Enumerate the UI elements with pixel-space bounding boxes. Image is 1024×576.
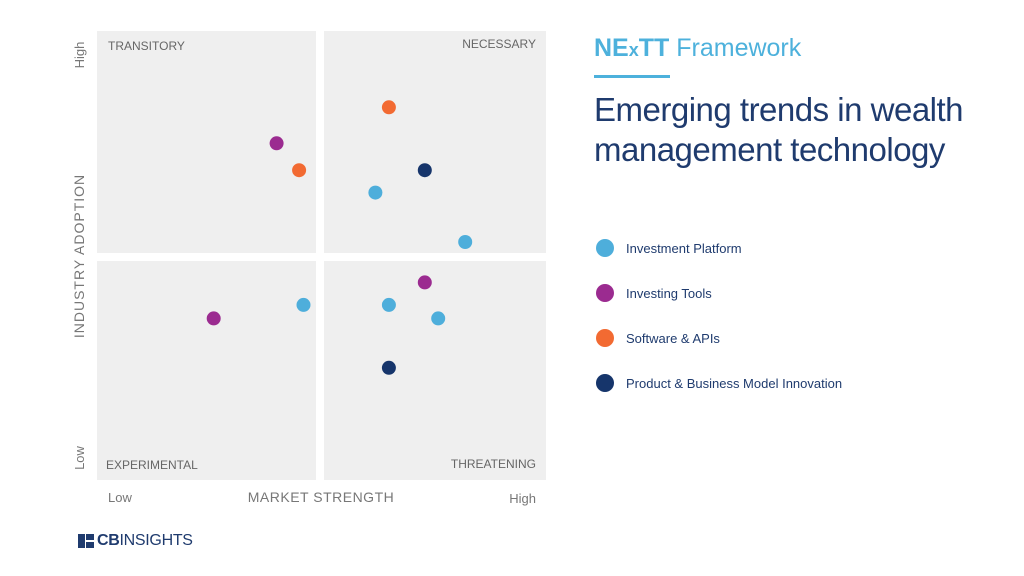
legend-item-software-apis: Software & APIs bbox=[596, 328, 842, 348]
data-point bbox=[206, 311, 221, 326]
legend-item-product-business-model: Product & Business Model Innovation bbox=[596, 373, 842, 393]
legend-label: Software & APIs bbox=[626, 330, 720, 346]
x-axis-low-label: Low bbox=[108, 490, 132, 505]
quadrant-bottom-left bbox=[97, 261, 316, 480]
data-point bbox=[368, 185, 383, 200]
legend-label: Investing Tools bbox=[626, 285, 712, 301]
nextt-chart: TRANSITORY NECESSARY EXPERIMENTAL THREAT… bbox=[71, 31, 546, 506]
data-point bbox=[292, 163, 307, 178]
data-points bbox=[206, 100, 473, 375]
cb-insights-logo: CBINSIGHTS bbox=[78, 532, 193, 550]
quadrant-bottom-right bbox=[324, 261, 546, 480]
data-point bbox=[381, 360, 396, 375]
y-axis-high-label: High bbox=[72, 42, 87, 69]
quadrant-top-right bbox=[324, 31, 546, 253]
data-point bbox=[458, 235, 473, 249]
legend-label: Investment Platform bbox=[626, 240, 742, 256]
y-axis-title: INDUSTRY ADOPTION bbox=[71, 174, 87, 338]
framework-panel: NExTT Framework Emerging trends in wealt… bbox=[594, 34, 994, 170]
y-axis-low-label: Low bbox=[72, 445, 87, 469]
data-point bbox=[269, 136, 284, 151]
logo-text: CBINSIGHTS bbox=[97, 532, 193, 549]
data-point bbox=[417, 275, 432, 290]
data-point bbox=[381, 100, 396, 115]
quadrant-label-necessary: NECESSARY bbox=[462, 37, 536, 51]
data-point bbox=[381, 297, 396, 312]
x-axis-high-label: High bbox=[509, 491, 536, 506]
headline: Emerging trends in wealth management tec… bbox=[594, 91, 964, 168]
legend-dot bbox=[596, 374, 614, 392]
data-point bbox=[417, 163, 432, 178]
framework-title: NExTT Framework bbox=[594, 34, 802, 62]
x-axis-title: MARKET STRENGTH bbox=[248, 489, 394, 505]
legend-item-investment-platform: Investment Platform bbox=[596, 238, 842, 258]
quadrant-label-experimental: EXPERIMENTAL bbox=[106, 458, 198, 472]
cb-logo-icon bbox=[78, 534, 94, 548]
title-divider bbox=[594, 75, 670, 78]
legend: Investment Platform Investing Tools Soft… bbox=[596, 238, 842, 418]
legend-dot bbox=[596, 284, 614, 302]
legend-dot bbox=[596, 239, 614, 257]
quadrant-label-threatening: THREATENING bbox=[451, 457, 536, 471]
legend-item-investing-tools: Investing Tools bbox=[596, 283, 842, 303]
legend-label: Product & Business Model Innovation bbox=[626, 375, 843, 391]
data-point bbox=[431, 311, 446, 326]
legend-dot bbox=[596, 329, 614, 347]
data-point bbox=[296, 297, 311, 312]
quadrant-label-transitory: TRANSITORY bbox=[108, 39, 185, 53]
